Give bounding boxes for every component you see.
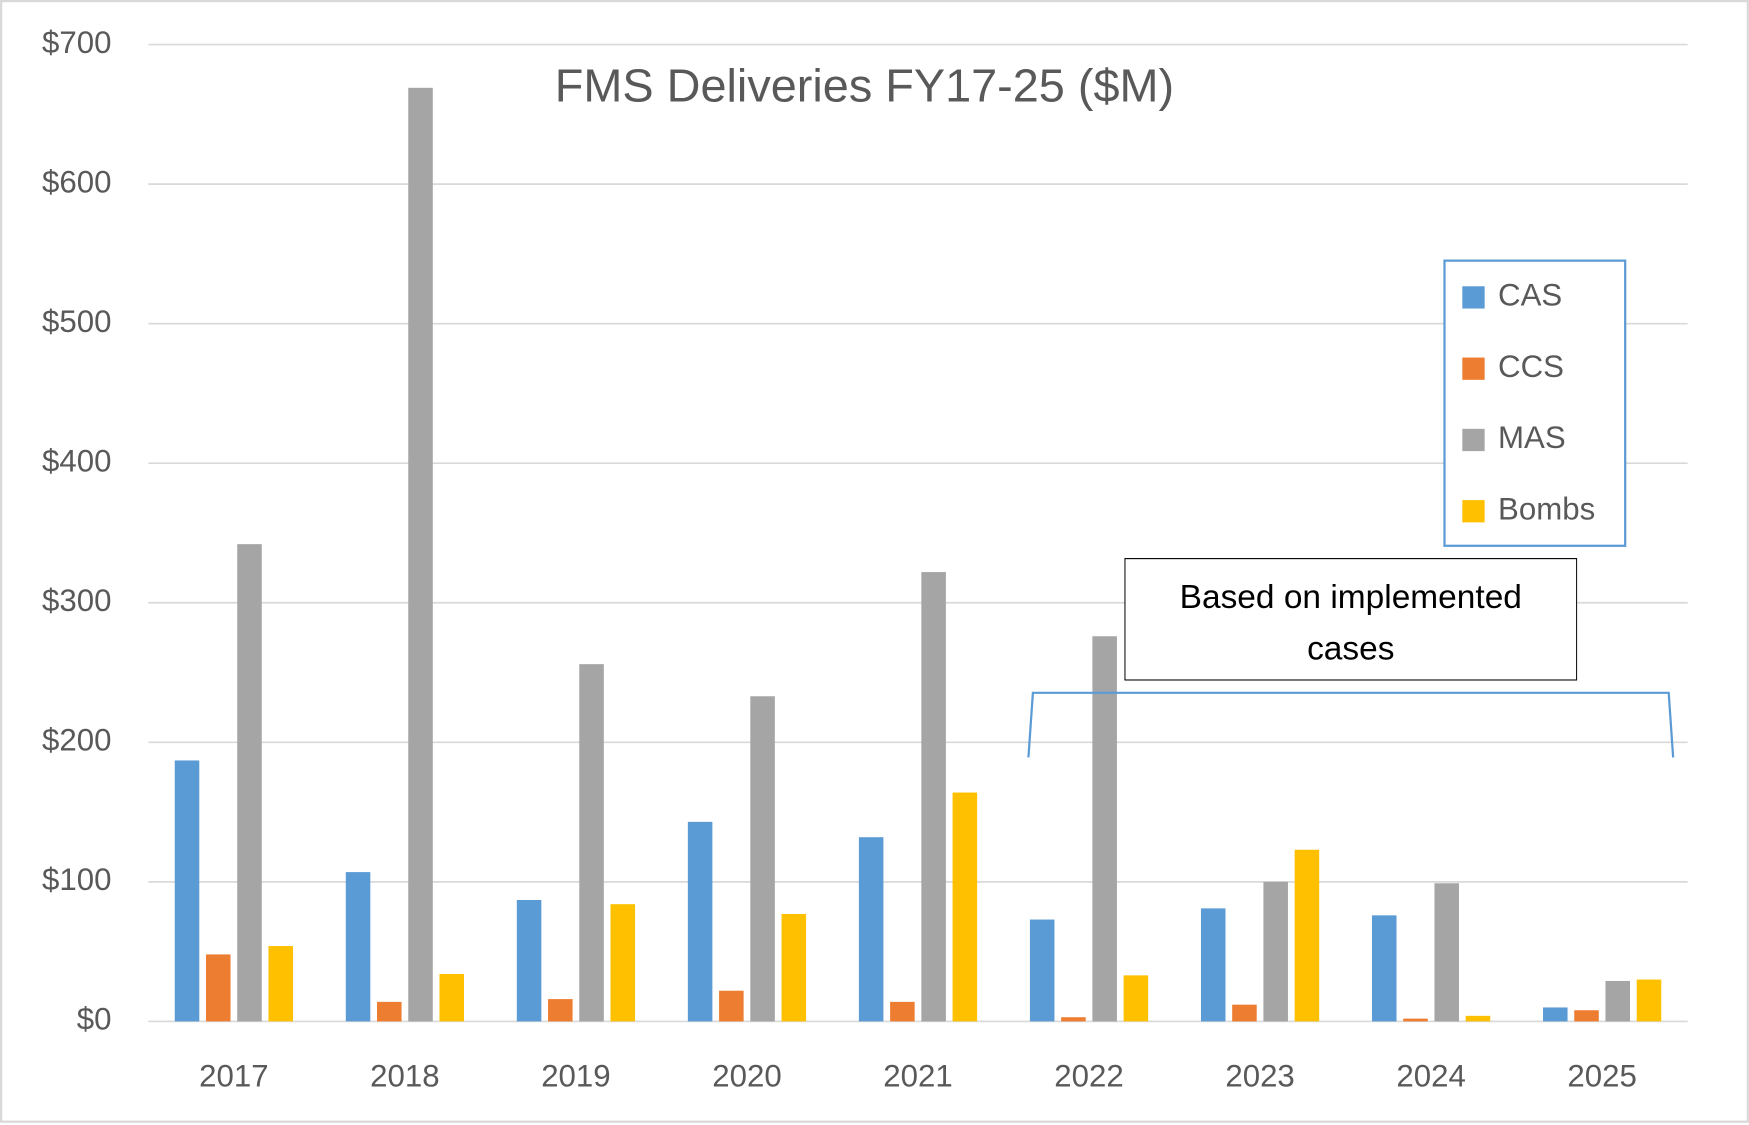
bar — [408, 87, 433, 1022]
bar — [1543, 1007, 1568, 1022]
x-tick-label: 2018 — [370, 1058, 439, 1093]
x-tick-label: 2019 — [541, 1058, 610, 1093]
bar — [237, 544, 262, 1022]
bars: 2017 2018 2019 2020 2021 2022 2023 2024 2025 — [174, 87, 1662, 1093]
x-tick-label: 2024 — [1396, 1058, 1465, 1093]
bar — [579, 664, 604, 1022]
legend: CAS CCS MAS Bombs — [1462, 278, 1595, 527]
legend-label: MAS — [1498, 420, 1566, 455]
bar — [1605, 980, 1631, 1022]
bar — [921, 572, 946, 1022]
x-tick-label: 2025 — [1567, 1058, 1636, 1093]
bar — [890, 1001, 915, 1022]
bar — [1029, 919, 1055, 1022]
x-tick-label: 2022 — [1054, 1058, 1123, 1093]
bar — [174, 760, 200, 1022]
legend-swatch — [1462, 428, 1485, 452]
x-tick-label: 2017 — [199, 1058, 268, 1093]
legend-label: CAS — [1498, 278, 1562, 313]
grid: $0 $100 $200 $300 $400 $500 $600 $700 — [42, 25, 1688, 1037]
x-tick-label: 2023 — [1225, 1058, 1294, 1093]
y-tick-label: $600 — [42, 164, 111, 199]
bar — [377, 1001, 402, 1022]
bar — [1574, 1010, 1599, 1022]
bar — [750, 696, 775, 1022]
legend-swatch — [1462, 357, 1485, 380]
bar — [548, 999, 573, 1022]
bar — [439, 973, 465, 1022]
bar — [1232, 1004, 1257, 1022]
bar — [268, 946, 293, 1022]
legend-label: Bombs — [1498, 492, 1595, 527]
bar — [1403, 1018, 1428, 1022]
bar — [1263, 881, 1288, 1022]
legend-swatch — [1462, 286, 1485, 309]
bar — [205, 954, 231, 1022]
bar — [952, 792, 978, 1022]
annotation: Based on implemented cases — [1124, 558, 1578, 681]
bar — [610, 904, 636, 1022]
bar — [1636, 979, 1662, 1022]
chart-title: FMS Deliveries FY17-25 ($M) — [555, 59, 1174, 111]
x-tick-label: 2020 — [712, 1058, 781, 1093]
bar — [516, 900, 542, 1022]
bar — [1061, 1017, 1086, 1022]
bar — [719, 990, 744, 1022]
legend-label: CCS — [1498, 349, 1564, 384]
bar — [1294, 849, 1320, 1022]
bar — [1465, 1015, 1491, 1022]
annotation-box: Based on implemented cases — [1124, 558, 1578, 681]
bar — [1200, 908, 1226, 1022]
x-tick-label: 2021 — [883, 1058, 952, 1093]
bracket — [1027, 691, 1675, 758]
bar — [687, 821, 713, 1022]
y-tick-label: $500 — [42, 304, 111, 339]
bar — [1434, 883, 1459, 1022]
y-tick-label: $100 — [42, 862, 111, 897]
bar — [1092, 636, 1117, 1022]
bar — [1371, 915, 1397, 1022]
bar — [858, 837, 884, 1022]
y-tick-label: $300 — [42, 583, 111, 618]
y-tick-label: $0 — [77, 1002, 112, 1037]
y-tick-label: $700 — [42, 25, 111, 60]
y-tick-label: $200 — [42, 723, 111, 758]
y-tick-label: $400 — [42, 443, 111, 478]
legend-swatch — [1462, 500, 1485, 523]
bar — [1123, 975, 1149, 1022]
bar — [781, 913, 807, 1022]
bar — [345, 872, 371, 1022]
